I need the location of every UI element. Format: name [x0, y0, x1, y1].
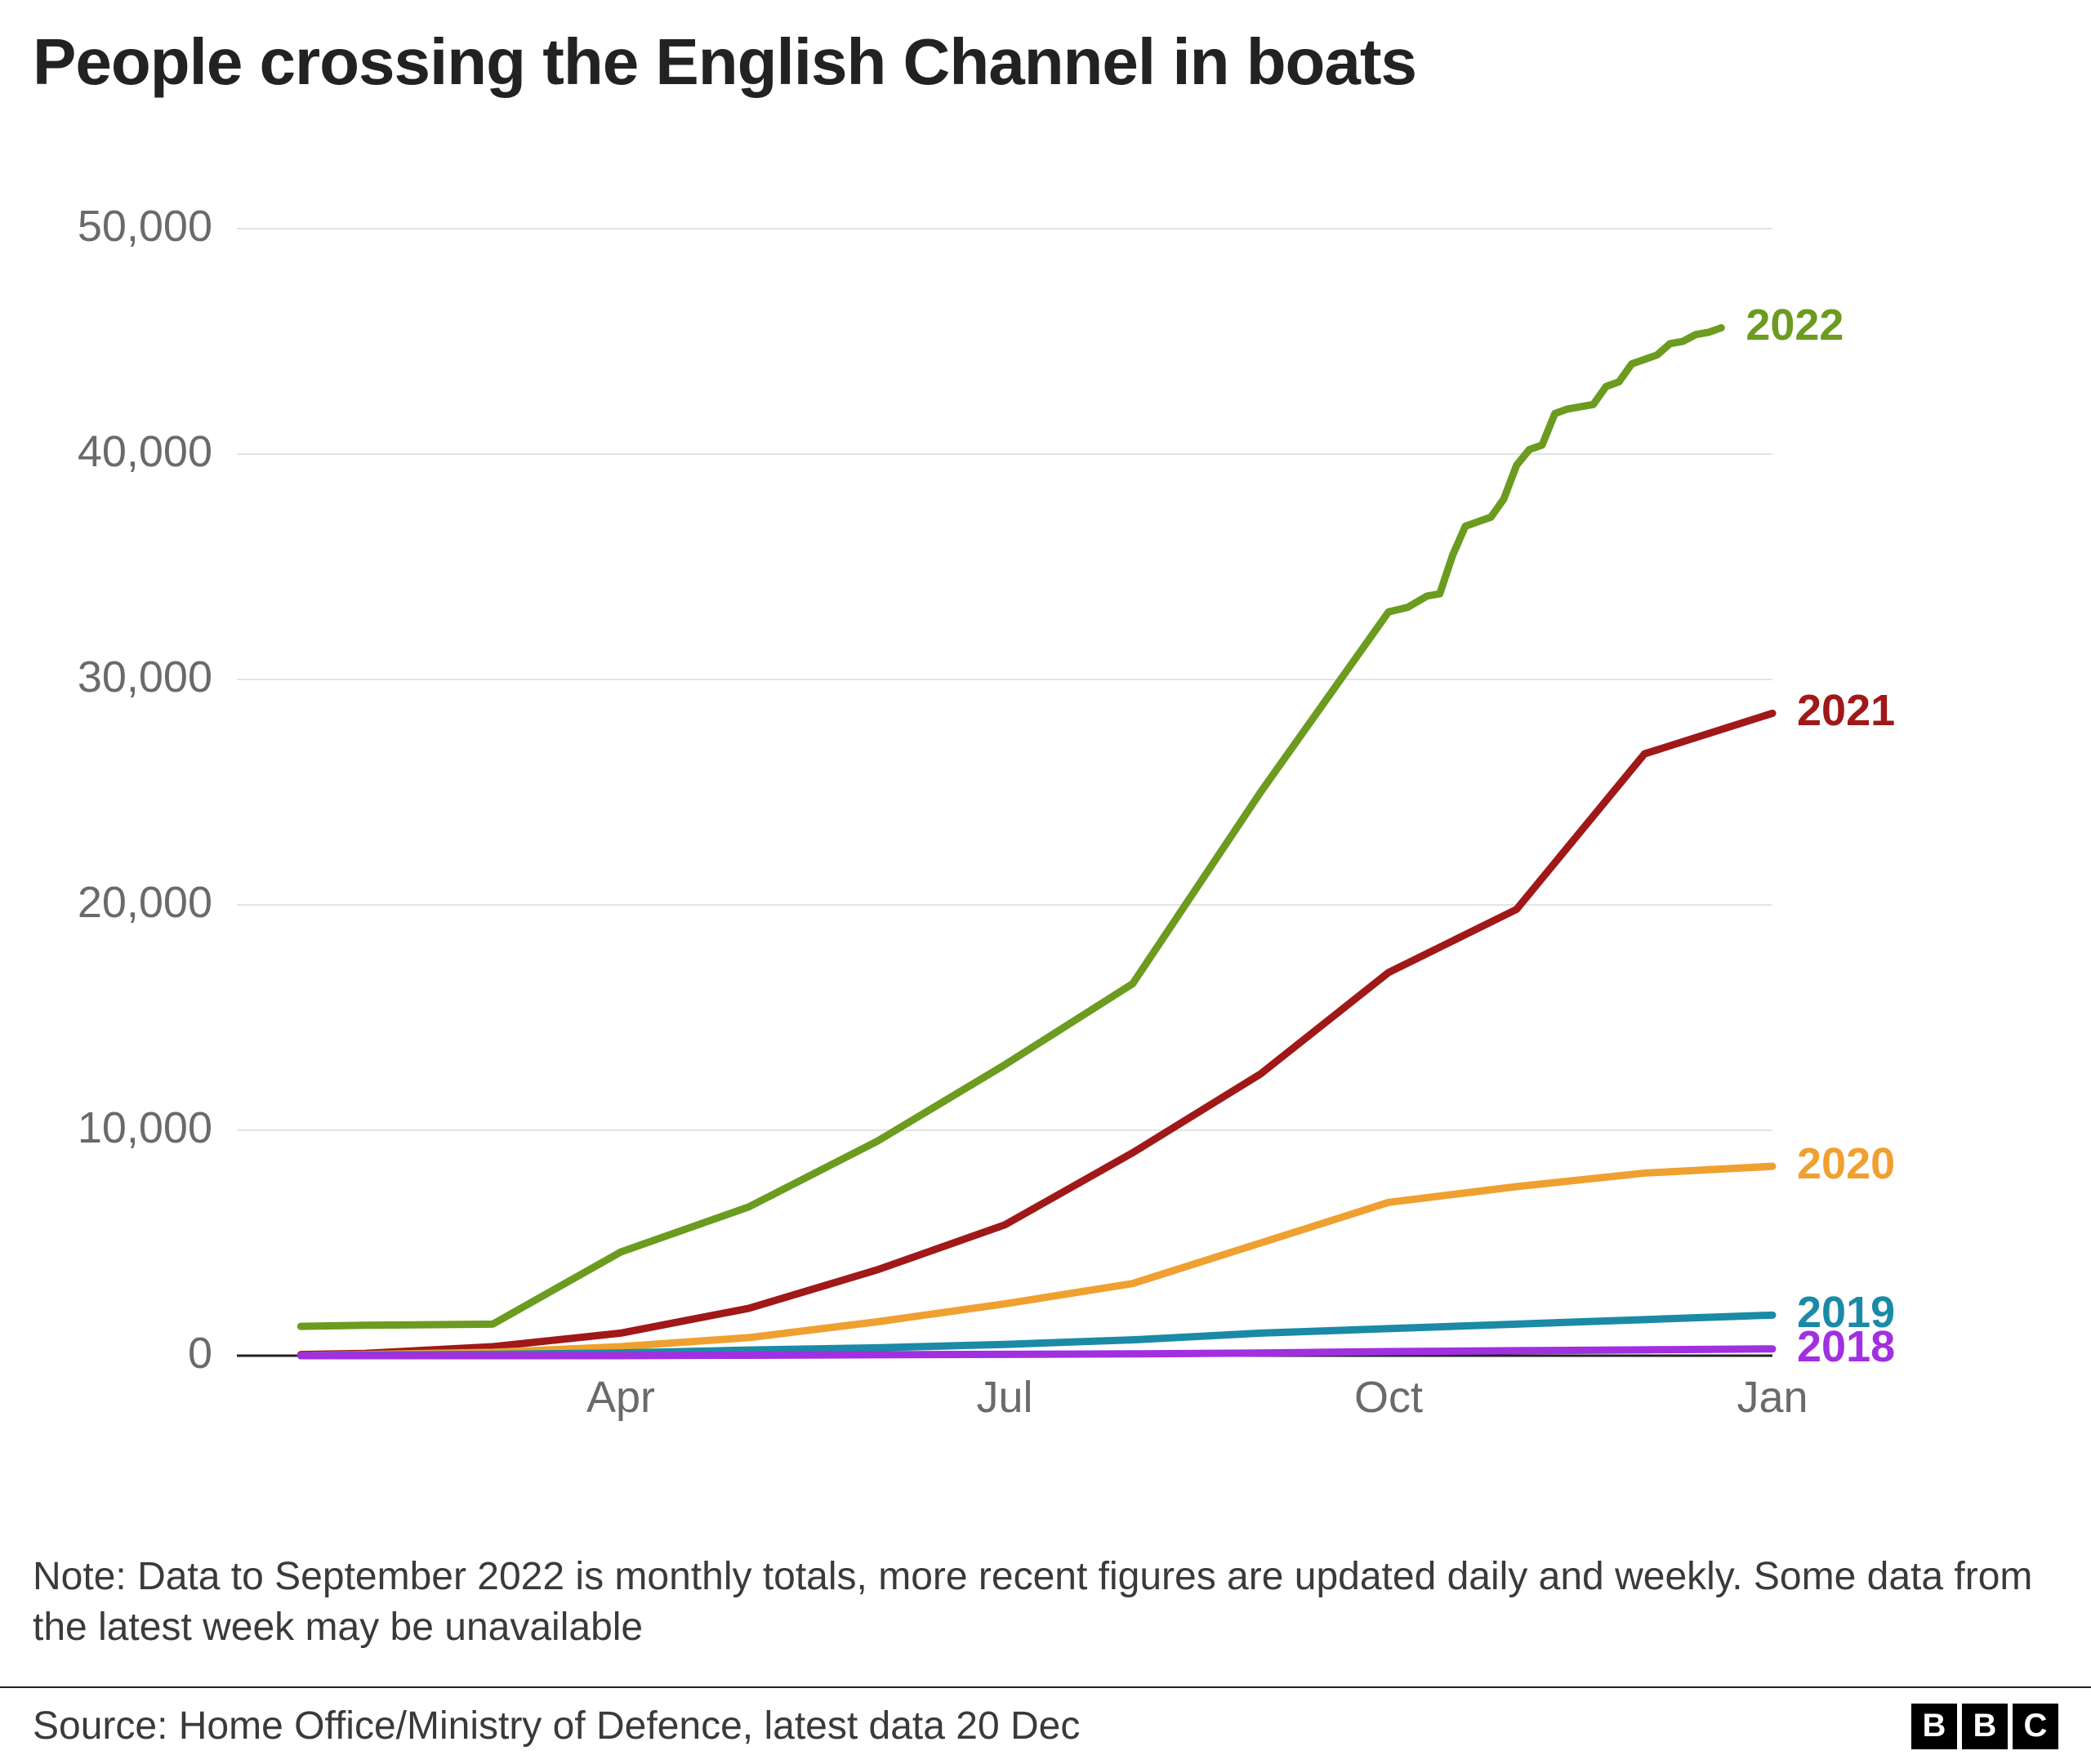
series-label-2020: 2020 — [1797, 1138, 1895, 1189]
plot-area: 0 10,000 20,000 30,000 40,000 50,000 Apr Jul Oc… — [33, 196, 2058, 1454]
x-axis-tick-label: Apr — [586, 1372, 655, 1423]
chart-container: People crossing the English Channel in b… — [0, 0, 2091, 1764]
y-axis-tick-label: 50,000 — [33, 201, 212, 252]
series-label-2021: 2021 — [1797, 685, 1895, 736]
bbc-logo-letter: B — [1911, 1704, 1957, 1749]
chart-svg — [33, 196, 2058, 1454]
y-axis-tick-label: 30,000 — [33, 652, 212, 702]
bbc-logo: B B C — [1911, 1704, 2058, 1749]
bbc-logo-letter: C — [2013, 1704, 2058, 1749]
y-axis-tick-label: 40,000 — [33, 426, 212, 477]
x-axis-tick-label: Jul — [976, 1372, 1032, 1423]
source-text: Source: Home Office/Ministry of Defence,… — [33, 1704, 1080, 1748]
series-line-2021 — [301, 713, 1772, 1354]
bbc-logo-letter: B — [1962, 1704, 2008, 1749]
x-axis-tick-label: Oct — [1354, 1372, 1423, 1423]
series-label-2018: 2018 — [1797, 1321, 1895, 1372]
chart-footer: Source: Home Office/Ministry of Defence,… — [0, 1686, 2091, 1764]
chart-note: Note: Data to September 2022 is monthly … — [33, 1552, 2058, 1654]
series-label-2022: 2022 — [1745, 300, 1844, 350]
y-axis-tick-label: 20,000 — [33, 877, 212, 928]
series-line-2022 — [301, 327, 1721, 1326]
x-axis-tick-label: Jan — [1737, 1372, 1808, 1423]
chart-title: People crossing the English Channel in b… — [33, 24, 1416, 100]
series-line-2020 — [301, 1166, 1772, 1356]
y-axis-tick-label: 0 — [33, 1328, 212, 1379]
y-axis-tick-label: 10,000 — [33, 1102, 212, 1153]
